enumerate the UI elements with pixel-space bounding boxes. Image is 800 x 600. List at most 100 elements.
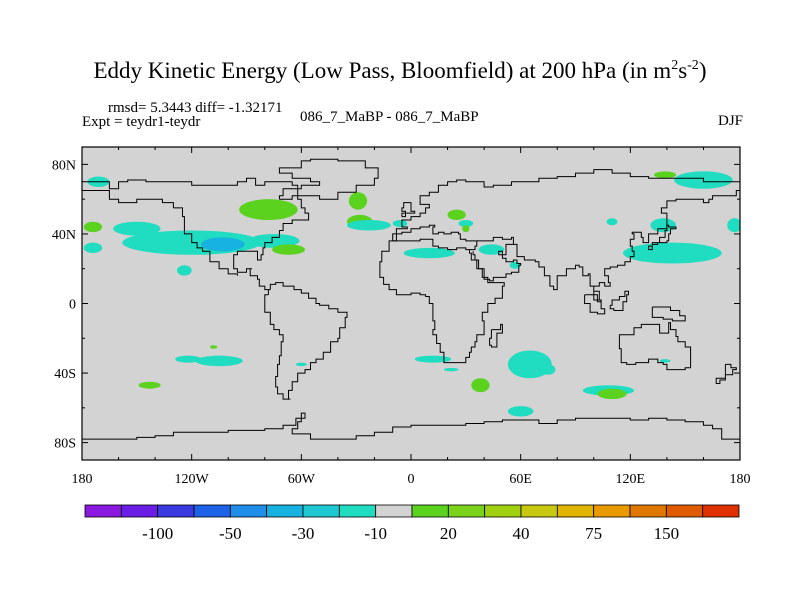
anomaly-region-24 [650,218,677,233]
colorbar-label-8: 150 [654,524,680,543]
coastline-16 [584,294,606,315]
colorbar-label-3: -30 [292,524,315,543]
anomaly-region-13 [347,220,391,231]
colorbar-box-7 [302,504,340,518]
experiment-label: Expt = teydr1-teydr [82,114,201,130]
anomaly-region-17 [462,225,470,233]
colorbar-box-13 [520,504,558,518]
coastline-3 [173,207,238,276]
anomaly-region-18 [403,247,455,259]
colorbar-box-2 [120,504,159,518]
anomaly-region-6 [248,233,300,248]
colorbar-box-11 [447,504,486,518]
chart-title: Eddy Kinetic Energy (Low Pass, Bloomfiel… [93,58,707,83]
anomaly-region-27 [138,381,161,389]
anomaly-region-32 [414,355,452,363]
anomaly-region-39 [507,406,534,417]
coastline-14 [715,363,737,384]
colorbar-label-5: 20 [440,524,457,543]
colorbar: -100 -50 -30 -10 20 40 75 150 [84,504,740,543]
x-tick-label-0: 180 [72,472,93,487]
comparison-label: 086_7_MaBP - 086_7_MaBP [300,109,479,125]
anomaly-region-3 [83,242,103,254]
coastline-10 [476,190,740,303]
coastline-9 [489,323,503,348]
anomaly-region-9 [239,199,298,221]
coastline-11 [472,243,522,282]
colorbar-box-1 [84,504,122,518]
colorbar-box-18 [702,504,740,518]
colorbar-box-9 [375,504,413,518]
colorbar-box-5 [229,504,268,518]
y-tick-label-2: 0 [69,298,76,313]
anomaly-region-36 [540,364,556,375]
anomaly-region-30 [209,345,218,349]
coastline-5 [278,158,379,200]
colorbar-label-2: -50 [219,524,242,543]
y-tick-label-4: 80S [54,437,76,452]
colorbar-box-16 [629,504,667,518]
anomaly-region-34 [471,378,490,393]
colorbar-box-15 [593,504,631,518]
anomaly-region-38 [597,388,627,400]
coastline-layer [82,158,740,440]
anomaly-region-11 [348,192,368,210]
anomaly-region-15 [447,209,466,221]
anomaly-region-23 [623,242,722,264]
coastline-6 [392,169,740,242]
anomaly-region-29 [195,355,243,367]
y-tick-label-3: 40S [54,367,76,382]
colorbar-box-12 [484,504,522,518]
anomaly-region-40 [659,359,671,363]
anomaly-region-31 [295,362,307,367]
anomaly-region-2 [83,221,103,233]
season-label: DJF [717,113,743,129]
colorbar-label-7: 75 [585,524,602,543]
y-tick-label-1: 40N [52,228,76,243]
x-tick-label-2: 60W [288,472,316,487]
coastline-13 [618,322,692,371]
coastline-7 [392,224,478,251]
axis-ticks: 180 120W 60W 0 60E 120E 180 80N 40N 0 40S 80S [52,147,751,487]
anomaly-region-28 [175,355,201,363]
anomaly-region-8 [177,265,192,276]
x-tick-label-5: 120E [616,472,646,487]
coastline-18 [651,306,686,322]
colorbar-label-1: -100 [142,524,173,543]
x-tick-label-1: 120W [175,472,210,487]
anomaly-region-10 [272,244,305,255]
coastline-2 [264,282,348,400]
colorbar-box-4 [193,504,231,518]
colorbar-box-8 [338,504,377,518]
anomaly-region-26 [727,218,740,233]
anomaly-region-21 [654,171,677,179]
x-tick-label-3: 0 [408,472,415,487]
x-tick-label-4: 60E [509,472,532,487]
colorbar-label-4: -10 [364,524,387,543]
colorbar-box-3 [157,504,195,518]
anomaly-region-5 [200,237,245,252]
coastline-19 [401,202,416,218]
coastline-17 [609,290,629,311]
coastline-4 [82,190,174,208]
coastline-8 [379,240,505,364]
map-background [82,147,740,460]
colorbar-label-6: 40 [513,524,530,543]
anomaly-region-16 [458,220,474,227]
coastline-12 [648,224,677,251]
anomaly-region-33 [443,367,459,372]
x-tick-label-6: 180 [730,472,751,487]
y-tick-label-0: 80N [52,158,76,173]
colorbar-box-17 [665,504,704,518]
coastline-15 [82,412,740,440]
anomaly-region-19 [478,244,505,255]
colorbar-box-10 [411,504,449,518]
rmsd-diff-label: rmsd= 5.3443 diff= -1.32171 [108,100,283,116]
coastline-1 [82,177,310,295]
colorbar-box-6 [266,504,304,518]
anomaly-region-14 [392,220,408,227]
anomaly-region-7 [113,221,161,236]
anomaly-region-35 [507,350,552,379]
anomaly-region-25 [606,218,618,226]
